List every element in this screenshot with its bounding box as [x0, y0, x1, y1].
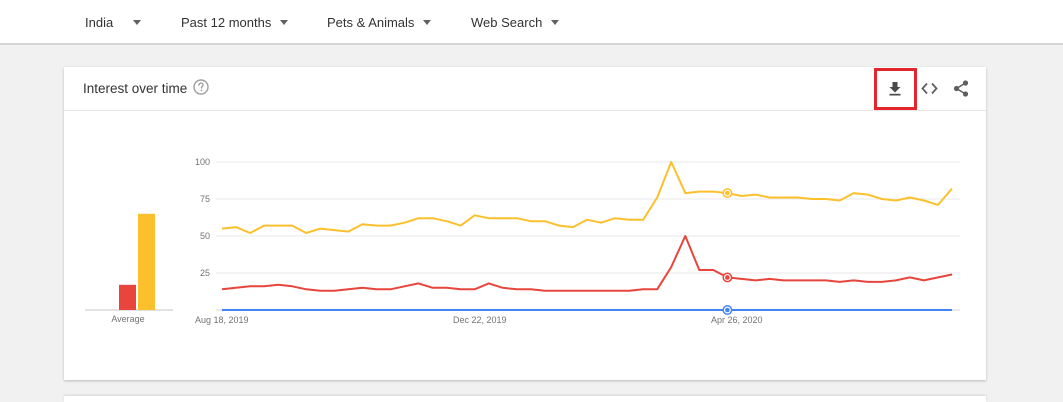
chart-grid: 100 75 50 25 Aug 18, 2019 Dec 22, 2019 A…: [195, 157, 960, 325]
category-filter-label: Pets & Animals: [327, 14, 415, 30]
download-highlight-box: [874, 68, 917, 110]
time-range-filter[interactable]: Past 12 months: [181, 12, 289, 32]
filter-bar: India Past 12 months Pets & Animals Web …: [0, 0, 1063, 45]
y-tick-label: 25: [200, 268, 210, 278]
category-filter[interactable]: Pets & Animals: [327, 12, 432, 32]
share-icon[interactable]: [953, 80, 969, 97]
next-card-edge: [64, 396, 986, 402]
download-icon[interactable]: [888, 81, 902, 96]
average-bar: [138, 213, 155, 310]
card-header: Interest over time: [64, 67, 986, 111]
interest-over-time-card: Interest over time Average 10: [64, 67, 986, 380]
y-tick-label: 75: [200, 194, 210, 204]
x-tick-label: Dec 22, 2019: [453, 315, 507, 325]
average-bars: Average: [85, 213, 173, 324]
average-bar: [119, 284, 136, 310]
chevron-down-icon: [551, 19, 560, 25]
average-label: Average: [111, 314, 144, 324]
series-line: [221, 235, 953, 292]
code-icon[interactable]: [921, 82, 938, 95]
series-line: [221, 161, 953, 234]
chart-series: [221, 161, 953, 311]
time-range-filter-label: Past 12 months: [181, 14, 272, 30]
hover-marker-dot: [725, 190, 730, 196]
region-filter-label: India: [85, 14, 114, 30]
x-tick-label: Aug 18, 2019: [195, 315, 249, 325]
y-tick-label: 100: [195, 157, 210, 167]
search-type-filter[interactable]: Web Search: [471, 12, 560, 32]
chevron-down-icon: [423, 19, 432, 25]
hover-markers: [722, 188, 733, 315]
search-type-filter-label: Web Search: [471, 14, 543, 30]
card-title: Interest over time: [83, 81, 188, 96]
chevron-down-icon: [133, 19, 142, 25]
chevron-down-icon: [280, 19, 289, 25]
hover-marker-dot: [725, 275, 730, 280]
x-tick-label: Apr 26, 2020: [711, 315, 763, 325]
y-tick-label: 50: [200, 231, 210, 241]
hover-marker-dot: [725, 307, 730, 313]
region-filter[interactable]: India: [85, 12, 142, 32]
help-circle-icon[interactable]: [193, 79, 209, 95]
interest-chart[interactable]: Average 100 75 50 25 Aug 18, 2019 Dec 22…: [64, 110, 986, 380]
